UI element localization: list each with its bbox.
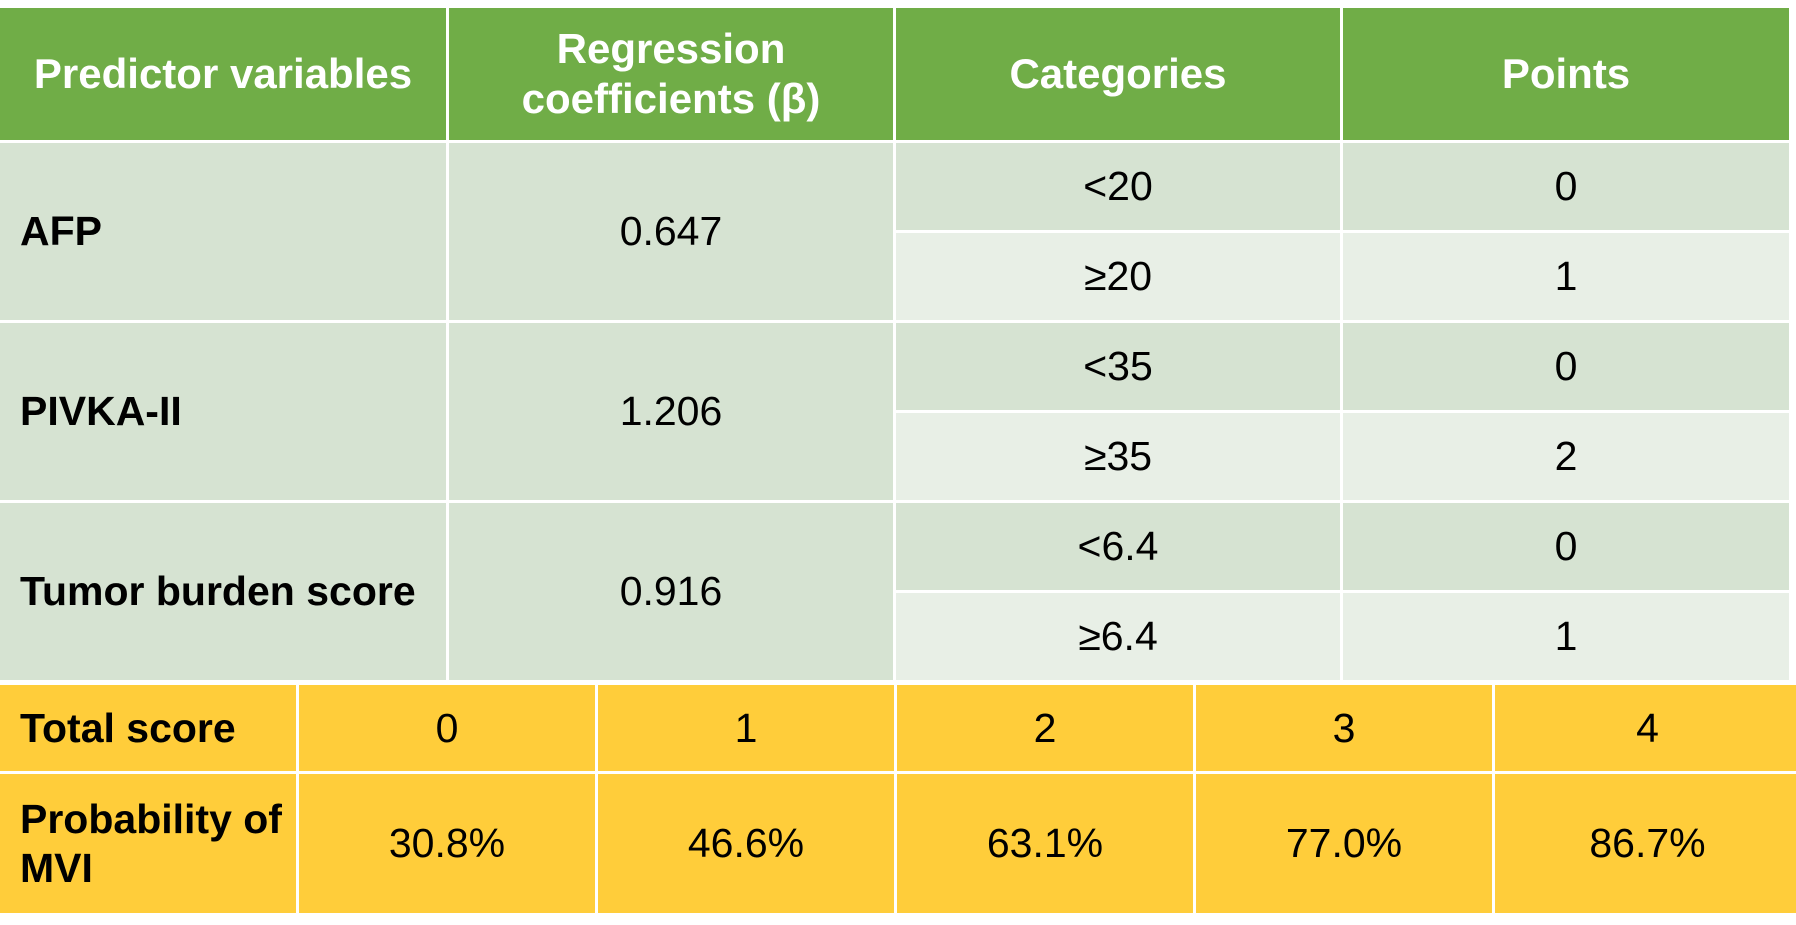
probability-value: 46.6% (598, 774, 894, 913)
coefficient-tumor-burden: 0.916 (449, 503, 893, 680)
category-afp-high: ≥20 (896, 233, 1340, 320)
points-tumor-low: 0 (1343, 503, 1789, 590)
points-afp-low: 0 (1343, 143, 1789, 230)
coefficient-pivka: 1.206 (449, 323, 893, 500)
points-afp-high: 1 (1343, 233, 1789, 320)
category-tumor-low: <6.4 (896, 503, 1340, 590)
header-points: Points (1343, 8, 1789, 140)
variable-tumor-burden: Tumor burden score (0, 503, 446, 680)
probability-value: 30.8% (299, 774, 595, 913)
probability-value: 77.0% (1196, 774, 1492, 913)
total-score-value: 4 (1495, 685, 1796, 771)
total-score-value: 0 (299, 685, 595, 771)
category-pivka-high: ≥35 (896, 413, 1340, 500)
coefficient-afp: 0.647 (449, 143, 893, 320)
total-score-value: 3 (1196, 685, 1492, 771)
total-score-label: Total score (0, 685, 296, 771)
score-probability-table: Total score 0 1 2 3 4 Probability of MVI… (0, 685, 1796, 913)
category-tumor-high: ≥6.4 (896, 593, 1340, 680)
header-categories: Categories (896, 8, 1340, 140)
variable-pivka: PIVKA-II (0, 323, 446, 500)
category-afp-low: <20 (896, 143, 1340, 230)
probability-label: Probability of MVI (0, 774, 296, 913)
predictor-table: Predictor variables Regression coefficie… (0, 8, 1789, 680)
header-predictor-variables: Predictor variables (0, 8, 446, 140)
points-tumor-high: 1 (1343, 593, 1789, 680)
category-pivka-low: <35 (896, 323, 1340, 410)
variable-afp: AFP (0, 143, 446, 320)
total-score-value: 1 (598, 685, 894, 771)
total-score-value: 2 (897, 685, 1193, 771)
points-pivka-high: 2 (1343, 413, 1789, 500)
probability-value: 86.7% (1495, 774, 1796, 913)
header-regression-coefficients: Regression coefficients (β) (449, 8, 893, 140)
points-pivka-low: 0 (1343, 323, 1789, 410)
probability-value: 63.1% (897, 774, 1193, 913)
